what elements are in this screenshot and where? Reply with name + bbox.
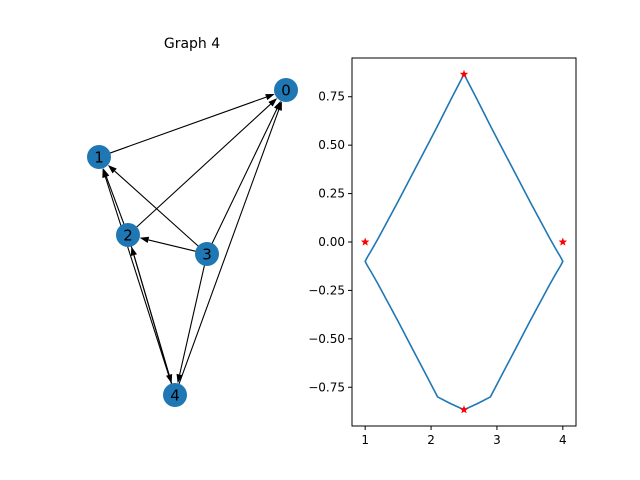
graph-node-0: 0 [274, 78, 298, 102]
graph-nodes: 0 1 2 3 4 [87, 78, 298, 407]
x-tick-label-2: 3 [493, 433, 501, 447]
chart-markers [360, 69, 568, 414]
x-axis-ticks: 1 2 3 4 [361, 426, 567, 447]
graph-node-3: 3 [195, 242, 219, 266]
graph-edge-1-0 [101, 94, 275, 157]
graph-edges [101, 94, 282, 393]
y-tick-label-3: 0.00 [318, 235, 345, 249]
graph-node-label: 3 [202, 246, 212, 264]
graph-node-circle [195, 242, 219, 266]
y-axis-ticks: −0.75 −0.50 −0.25 0.00 0.25 0.50 0.75 [308, 90, 352, 394]
y-tick-label-2: −0.25 [308, 283, 345, 297]
graph-node-4: 4 [163, 383, 187, 407]
graph-node-1: 1 [87, 145, 111, 169]
graph-node-circle [163, 383, 187, 407]
star-marker-3 [459, 405, 469, 414]
y-tick-label-4: 0.25 [318, 187, 345, 201]
y-tick-label-1: −0.50 [308, 332, 345, 346]
x-tick-label-3: 4 [559, 433, 567, 447]
y-tick-label-0: −0.75 [308, 380, 345, 394]
graph-edge-3-1 [107, 165, 206, 253]
graph-node-circle [116, 223, 140, 247]
chart-panel: 1 2 3 4 −0.75 −0.50 −0.25 0.00 0.25 0.50 0.75 [308, 57, 577, 447]
star-marker-1 [360, 237, 370, 246]
graph-edge-2-4 [128, 237, 173, 384]
y-tick-label-6: 0.75 [318, 90, 345, 104]
star-marker-2 [558, 237, 568, 246]
graph-node-label: 1 [94, 149, 104, 167]
graph-edge-3-4 [176, 256, 208, 384]
graph-node-circle [274, 78, 298, 102]
graph-node-label: 4 [170, 387, 180, 405]
graph-edge-4-1 [102, 168, 175, 393]
graph-edge-3-2 [139, 236, 205, 254]
graph-node-2: 2 [116, 223, 140, 247]
star-marker-0 [459, 69, 469, 78]
graph-title: Graph 4 [164, 36, 220, 52]
graph-node-circle [87, 145, 111, 169]
y-tick-label-5: 0.50 [318, 138, 345, 152]
x-tick-label-0: 1 [361, 433, 369, 447]
x-tick-label-1: 2 [427, 433, 435, 447]
graph-node-label: 2 [123, 227, 133, 245]
graph-node-label: 0 [281, 82, 291, 100]
graph-edge-2-0 [129, 98, 278, 234]
graph-edge-4-0 [175, 101, 282, 393]
graph-panel: Graph 4 0 1 2 3 4 [87, 36, 298, 407]
